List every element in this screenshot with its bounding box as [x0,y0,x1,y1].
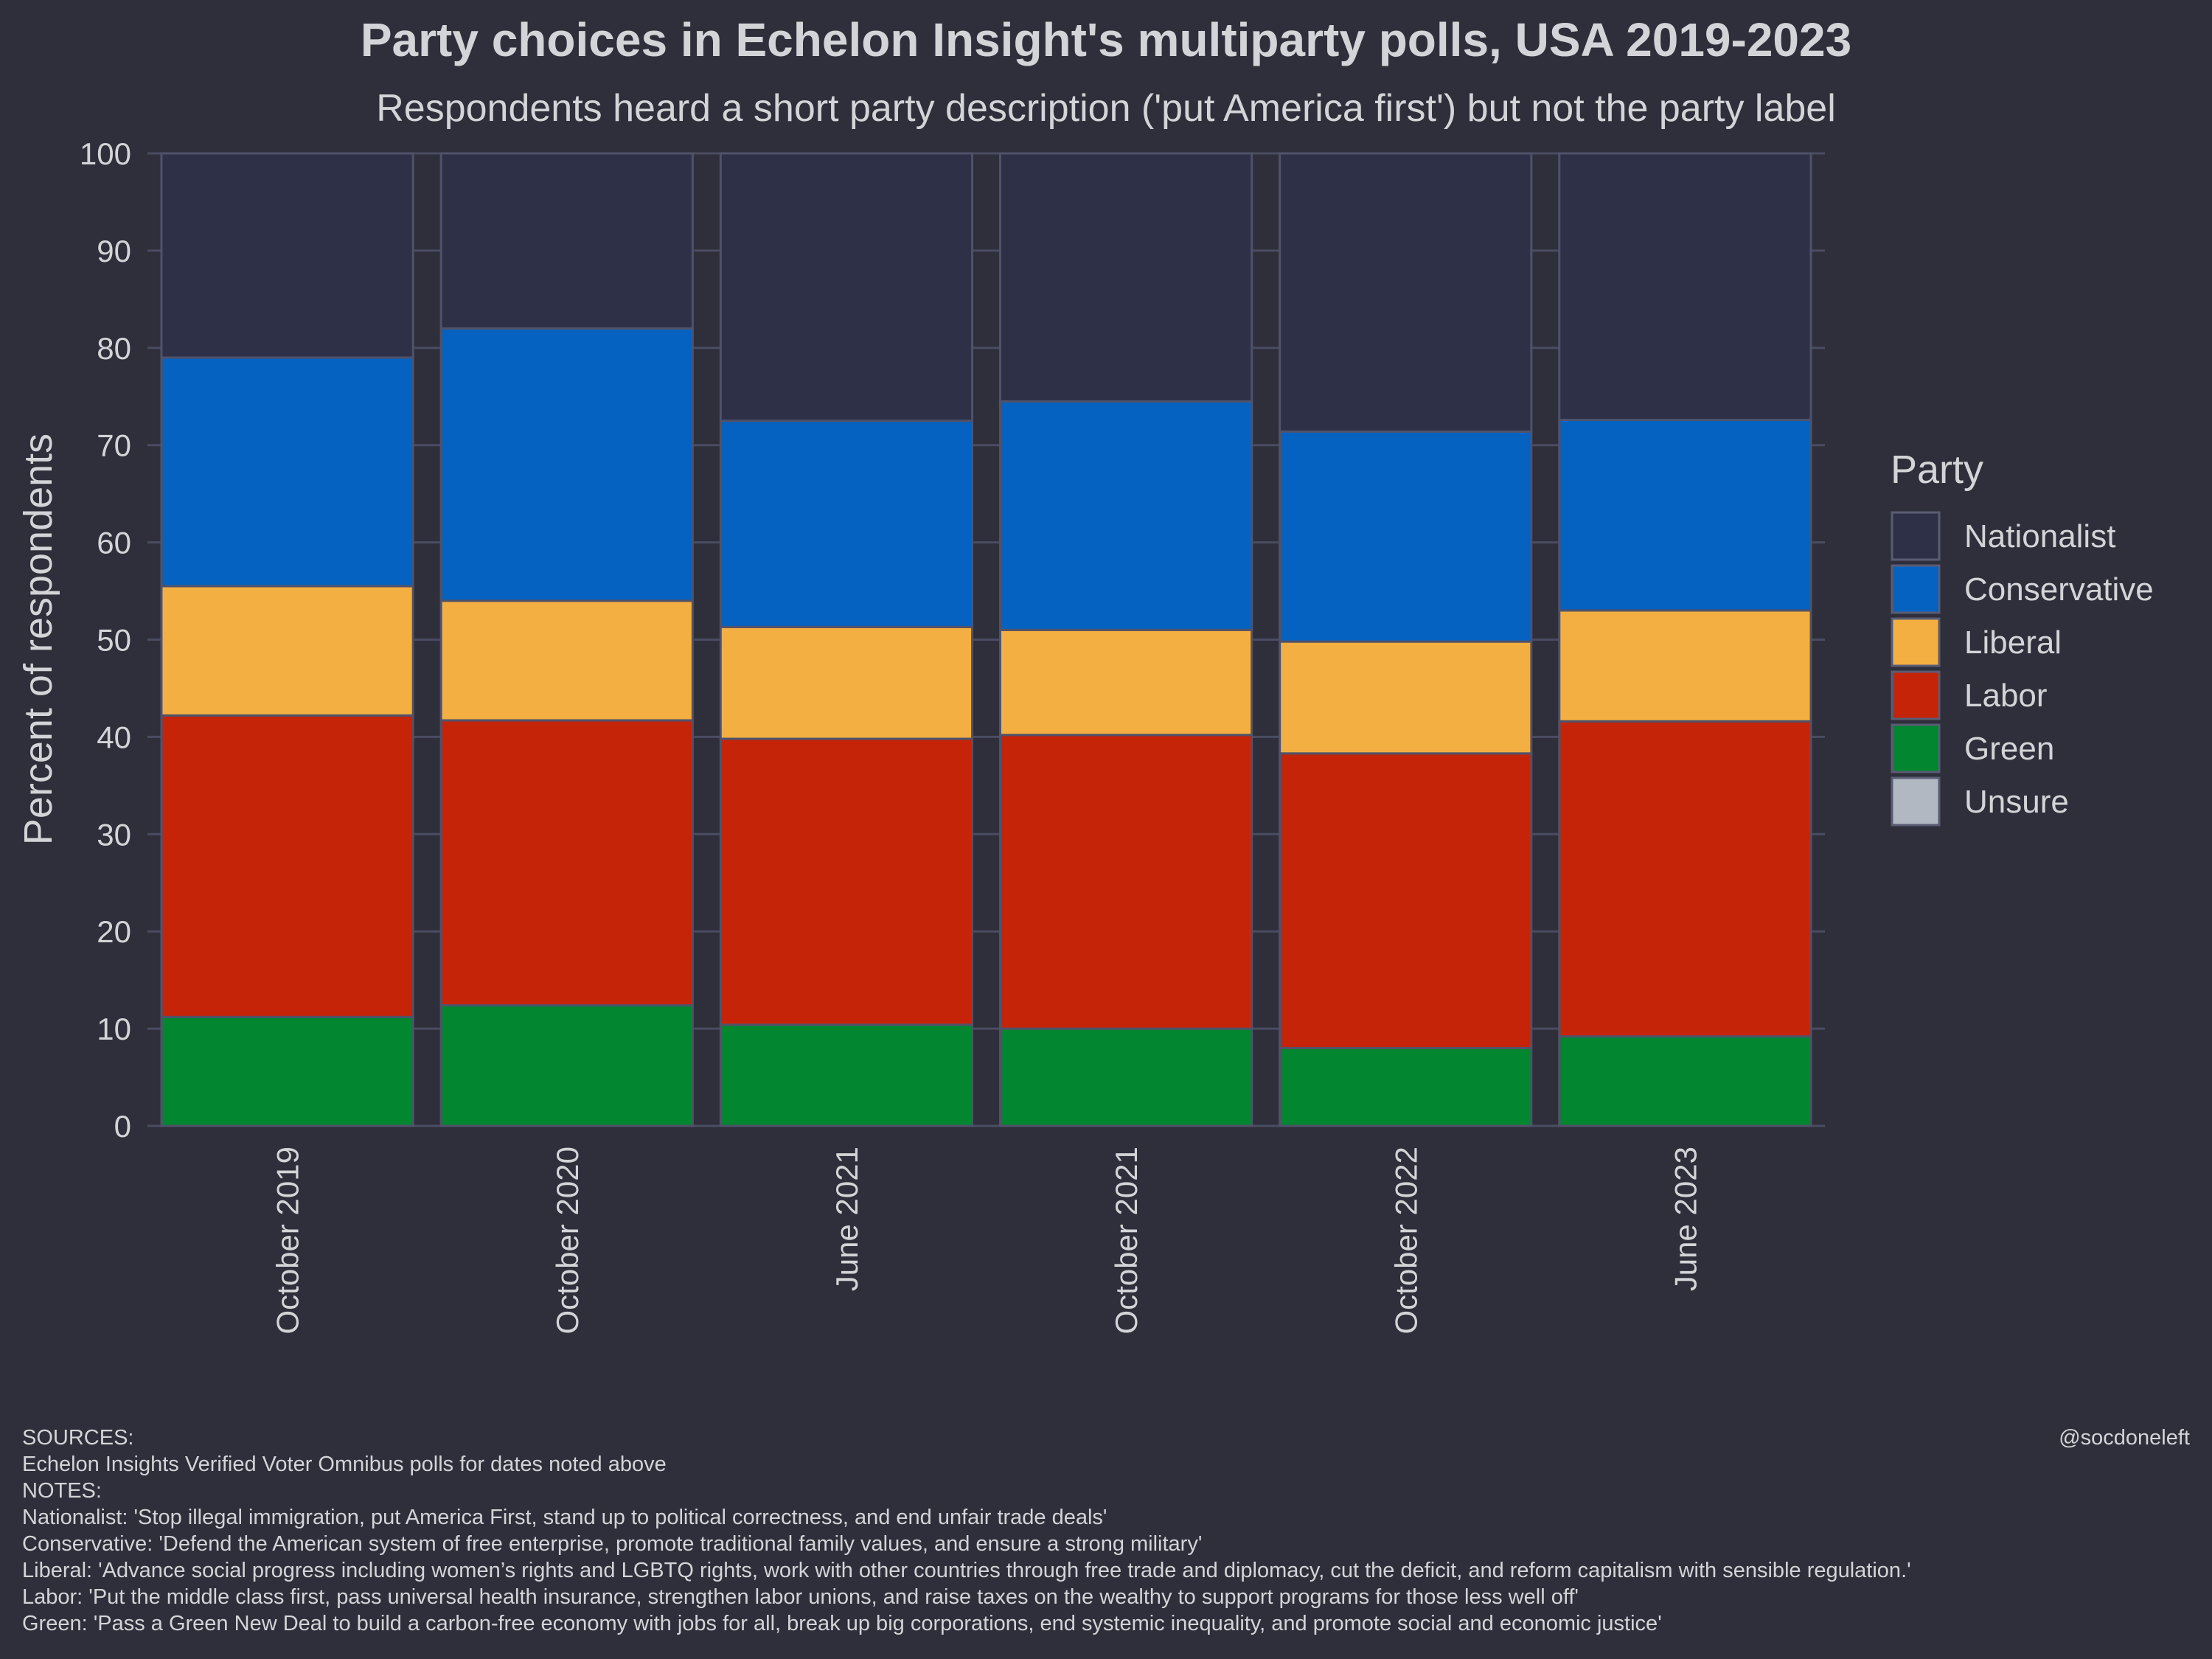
bar-segment-green [160,1015,414,1127]
y-axis-ticks: 0 10 20 30 40 50 60 70 80 90 100 [80,136,131,1144]
x-tick-label: October 2022 [1388,1147,1423,1335]
bar-segment-liberal [1279,640,1533,755]
bar-segment-green [719,1023,974,1127]
bar-segment-nationalist [998,152,1253,403]
bar-segment-liberal [1558,609,1812,723]
bar-segment-labor [998,734,1253,1030]
y-tick-label: 60 [97,526,131,560]
bar-segment-liberal [719,625,974,740]
footer-line: Conservative: 'Defend the American syste… [22,1532,1203,1556]
y-tick-label: 50 [97,623,131,658]
legend-swatch-green [1891,723,1941,773]
bar-segment-labor [160,714,414,1018]
bar-segment-green [998,1027,1253,1127]
bar-segment-liberal [998,628,1253,737]
bar-segment-green [1279,1046,1533,1127]
bar-segment-green [439,1004,694,1127]
y-tick-label: 80 [97,331,131,366]
bar-segment-nationalist [1279,152,1533,433]
bar-segment-conservative [998,400,1253,631]
bar-segment-conservative [1279,430,1533,643]
x-tick-label: June 2021 [830,1147,864,1291]
bar-segment-labor [1279,752,1533,1049]
bar-segment-nationalist [1558,152,1812,421]
chart: Party choices in Echelon Insight's multi… [16,13,2154,1335]
y-tick-label: 100 [80,136,131,171]
legend-swatch-unsure [1891,776,1941,827]
bars [160,152,1812,1127]
x-tick-label: October 2019 [271,1147,305,1335]
legend-title: Party [1891,448,1983,492]
bar-segment-green [1558,1035,1812,1127]
legend-swatch-liberal [1891,617,1941,667]
bar-segment-nationalist [160,152,414,359]
y-tick-label: 70 [97,428,131,463]
legend-label-green: Green [1964,731,2054,767]
bar-segment-conservative [439,327,694,602]
y-tick-label: 90 [97,234,131,268]
footer-line: Echelon Insights Verified Voter Omnibus … [22,1453,667,1476]
y-axis-title: Percent of respondents [16,434,60,845]
legend-label-liberal: Liberal [1964,625,2062,661]
footer-line: Green: 'Pass a Green New Deal to build a… [22,1612,1662,1635]
bar-segment-conservative [160,356,414,588]
footer-line: Labor: 'Put the middle class first, pass… [22,1585,1579,1609]
chart-title: Party choices in Echelon Insight's multi… [361,13,1851,66]
x-axis-ticks: October 2019 October 2020 June 2021 October… [271,1147,1703,1335]
x-tick-label: June 2023 [1668,1147,1703,1291]
bar-segment-nationalist [719,152,974,422]
y-tick-label: 10 [97,1012,131,1046]
y-tick-label: 30 [97,817,131,852]
legend-swatch-labor [1891,670,1941,720]
footer-line: Liberal: 'Advance social progress includ… [22,1559,1911,1582]
x-tick-label: October 2020 [550,1147,585,1335]
legend-label-nationalist: Nationalist [1964,518,2115,554]
footer-line: Nationalist: 'Stop illegal immigration, … [22,1506,1107,1529]
legend-swatch-conservative [1891,564,1941,614]
bar-segment-labor [439,719,694,1006]
x-tick-label: October 2021 [1109,1147,1144,1335]
credit: @socdoneleft [2059,1426,2190,1450]
bar-segment-labor [1558,720,1812,1038]
legend-label-conservative: Conservative [1964,571,2154,608]
bar-segment-liberal [160,585,414,717]
bar-segment-nationalist [439,152,694,330]
footer-line: SOURCES: [22,1426,134,1450]
legend-swatch-nationalist [1891,511,1941,561]
y-tick-label: 0 [114,1109,131,1144]
y-tick-label: 20 [97,914,131,949]
footer-line: NOTES: [22,1479,102,1503]
y-tick-label: 40 [97,720,131,754]
chart-subtitle: Respondents heard a short party descript… [376,87,1836,130]
bar-segment-labor [719,737,974,1026]
legend: Party Nationalist Conservative Liberal Labo… [1891,448,2154,827]
legend-label-unsure: Unsure [1964,784,2069,820]
bar-segment-conservative [1558,418,1812,612]
footer-notes: SOURCES: Echelon Insights Verified Voter … [22,1425,2138,1637]
bar-segment-liberal [439,599,694,722]
legend-label-labor: Labor [1964,678,2048,714]
bar-segment-conservative [719,420,974,628]
